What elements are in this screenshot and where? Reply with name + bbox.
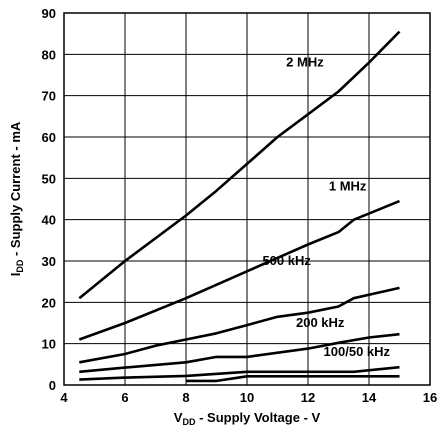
y-tick-label: 60 [42,130,56,145]
y-tick-label: 70 [42,89,56,104]
y-tick-label: 90 [42,6,56,21]
series-label: 500 kHz [262,253,311,268]
series-lines [78,30,401,383]
x-tick-label: 12 [301,390,315,405]
y-tick-label: 50 [42,171,56,186]
y-tick-label: 40 [42,213,56,228]
tick-labels: 4 6 8 10 12 14 16 0 10 20 30 40 50 60 70 80 90 [42,6,438,405]
series-line-unlabeled-5 [186,374,400,383]
series-line-100-50-khz [79,365,400,381]
series-label: 200 kHz [296,315,345,330]
series-label: 100/50 kHz [324,344,391,359]
x-axis-label: VDD - Supply Voltage - V [174,410,321,427]
series-line-200-khz [79,332,400,374]
series-line-1-mhz [78,199,400,341]
x-tick-label: 14 [362,390,377,405]
x-tick-label: 4 [60,390,68,405]
series-labels: 2 MHz 1 MHz 500 kHz 200 kHz 100/50 kHz [262,55,390,359]
y-tick-label: 80 [42,47,56,62]
plot-frame [63,12,431,386]
x-tick-label: 6 [121,390,128,405]
y-tick-label: 0 [49,378,56,393]
x-tick-label: 16 [423,390,437,405]
x-tick-label: 10 [240,390,254,405]
series-line-2-mhz [78,30,401,300]
y-tick-label: 30 [42,254,56,269]
y-tick-label: 10 [42,337,56,352]
series-label: 1 MHz [329,179,367,194]
series-line-500-khz [79,286,400,364]
x-tick-label: 8 [182,390,189,405]
y-axis-label: IDD - Supply Current - mA [8,121,25,276]
y-tick-label: 20 [42,295,56,310]
series-label: 2 MHz [286,55,324,70]
grid [63,12,431,386]
